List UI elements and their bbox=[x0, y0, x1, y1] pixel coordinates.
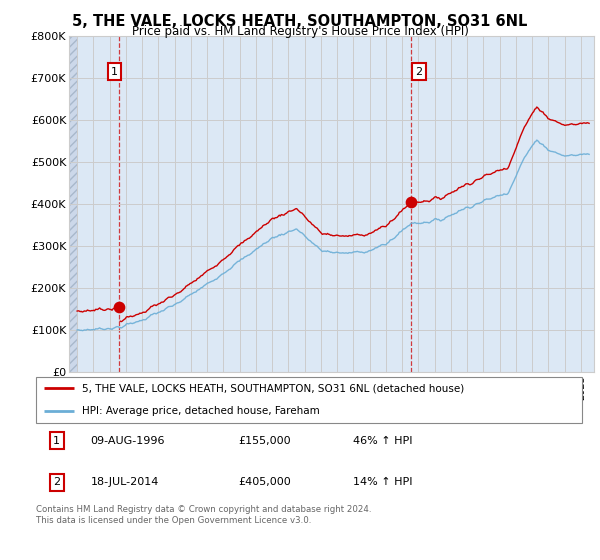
Text: £405,000: £405,000 bbox=[238, 477, 291, 487]
Text: 09-AUG-1996: 09-AUG-1996 bbox=[91, 436, 165, 446]
Point bbox=[406, 198, 416, 207]
Text: 1: 1 bbox=[53, 436, 60, 446]
Text: Contains HM Land Registry data © Crown copyright and database right 2024.
This d: Contains HM Land Registry data © Crown c… bbox=[36, 505, 371, 525]
Text: Price paid vs. HM Land Registry's House Price Index (HPI): Price paid vs. HM Land Registry's House … bbox=[131, 25, 469, 38]
Text: 5, THE VALE, LOCKS HEATH, SOUTHAMPTON, SO31 6NL (detached house): 5, THE VALE, LOCKS HEATH, SOUTHAMPTON, S… bbox=[82, 384, 464, 393]
Text: 46% ↑ HPI: 46% ↑ HPI bbox=[353, 436, 412, 446]
Text: 5, THE VALE, LOCKS HEATH, SOUTHAMPTON, SO31 6NL: 5, THE VALE, LOCKS HEATH, SOUTHAMPTON, S… bbox=[73, 14, 527, 29]
Text: 14% ↑ HPI: 14% ↑ HPI bbox=[353, 477, 412, 487]
Text: 2: 2 bbox=[53, 477, 61, 487]
Text: 18-JUL-2014: 18-JUL-2014 bbox=[91, 477, 159, 487]
FancyBboxPatch shape bbox=[36, 377, 582, 423]
Text: HPI: Average price, detached house, Fareham: HPI: Average price, detached house, Fare… bbox=[82, 407, 320, 416]
Point bbox=[115, 303, 124, 312]
Text: 2: 2 bbox=[416, 67, 422, 77]
Text: 1: 1 bbox=[111, 67, 118, 77]
Text: £155,000: £155,000 bbox=[238, 436, 290, 446]
